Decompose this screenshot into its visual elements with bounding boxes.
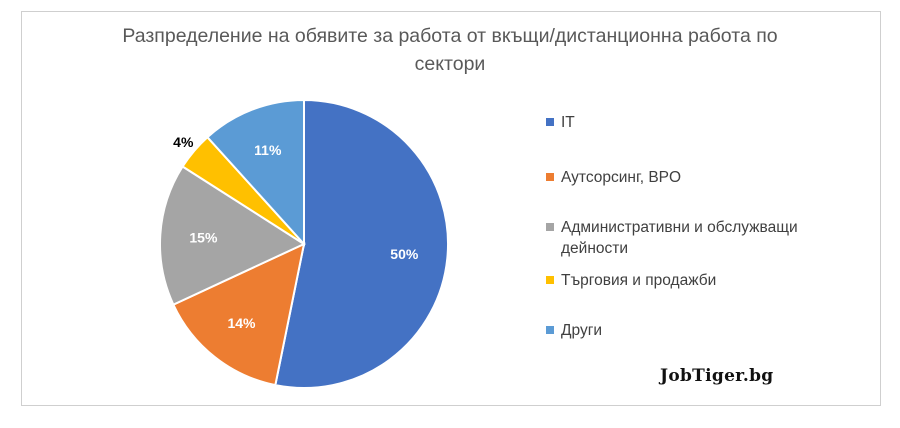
- legend-label-4: Други: [561, 320, 821, 341]
- legend-label-line: Други: [561, 322, 603, 339]
- pie-slice-0: [274, 98, 450, 389]
- legend-label-3: Търговия и продажби: [561, 270, 821, 291]
- legend-label-line: Административни и обслужващи: [561, 219, 798, 236]
- legend-item-2: Административни и обслужващи дейности: [546, 217, 821, 259]
- jobtiger-watermark: JobTiger.bg: [660, 366, 774, 386]
- pie-slice-1: [172, 242, 306, 387]
- chart-title-line-2: сектори: [414, 53, 486, 75]
- legend-swatch-0: [546, 118, 554, 126]
- legend-swatch-3: [546, 276, 554, 284]
- legend-label-0: IT: [561, 112, 821, 133]
- legend-item-4: Други: [546, 320, 821, 341]
- legend-label-2: Административни и обслужващи дейности: [561, 217, 821, 259]
- chart-title-line-1: Разпределение на обявите за работа от вк…: [122, 25, 778, 47]
- legend-label-line: IT: [561, 114, 575, 131]
- chart-title: Разпределение на обявите за работа от вк…: [0, 22, 900, 78]
- pie-data-label-4: 11%: [254, 142, 282, 158]
- pie-slice-4: [205, 98, 305, 247]
- legend-label-line: Търговия и продажби: [561, 272, 717, 289]
- legend-item-1: Аутсорсинг, BPO: [546, 167, 821, 188]
- legend-label-1: Аутсорсинг, BPO: [561, 167, 821, 188]
- pie-data-label-2: 15%: [189, 229, 218, 245]
- pie-slice-2: [159, 165, 307, 306]
- pie-data-label-1: 14%: [227, 315, 256, 331]
- legend-label-line: дейности: [561, 240, 629, 257]
- legend-item-3: Търговия и продажби: [546, 270, 821, 291]
- legend-item-0: IT: [546, 112, 821, 133]
- pie-data-label-0: 50%: [390, 246, 419, 262]
- legend-swatch-1: [546, 173, 554, 181]
- pie-data-label-3: 4%: [173, 134, 194, 150]
- legend-swatch-4: [546, 326, 554, 334]
- legend-swatch-2: [546, 223, 554, 231]
- legend-label-line: Аутсорсинг, BPO: [561, 169, 682, 186]
